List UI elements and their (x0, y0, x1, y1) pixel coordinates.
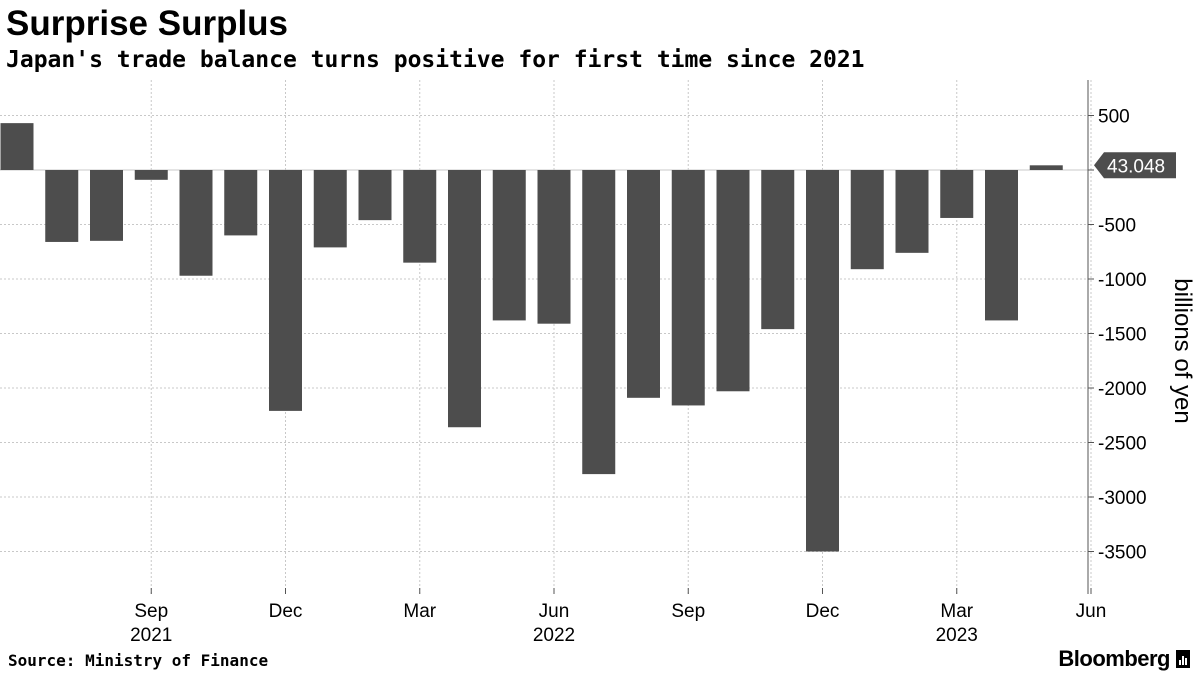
y-tick-label: 500 (1098, 107, 1130, 128)
bloomberg-logo: Bloomberg (1058, 646, 1190, 672)
bar-2023-02 (895, 170, 929, 253)
x-tick-label: Sep (671, 601, 705, 622)
bar-2023-04 (985, 170, 1018, 321)
y-tick-label: -2000 (1098, 379, 1147, 400)
bar-2023-01 (850, 170, 884, 270)
chart-subtitle: Japan's trade balance turns positive for… (6, 47, 865, 73)
last-value-label: 43.048 (1107, 156, 1165, 177)
bar-2023-05 (1029, 165, 1063, 170)
bar-2021-11 (224, 170, 258, 236)
x-year-label: 2021 (130, 625, 172, 646)
bars (0, 123, 1063, 552)
x-tick-label: Dec (269, 601, 303, 622)
gridlines (0, 80, 1092, 594)
bar-2022-05 (492, 170, 526, 321)
x-tick-label: Jun (1076, 601, 1107, 622)
y-tick-label: -3500 (1098, 543, 1147, 564)
bar-2023-03 (940, 170, 974, 218)
x-axis: Sep 2021 Dec Mar Jun 2022 Sep Dec Mar 2023 Jun (130, 588, 1106, 646)
brand-name: Bloomberg (1058, 646, 1170, 671)
bar-2021-09 (134, 170, 168, 180)
x-tick-label: Dec (806, 601, 840, 622)
y-tick-label: -2500 (1098, 434, 1147, 455)
bar-2021-08 (90, 170, 123, 241)
source-note: Source: Ministry of Finance (8, 651, 269, 670)
y-axis-label: billions of yen (1169, 278, 1196, 423)
y-tick-label: -3000 (1098, 488, 1147, 509)
y-axis: 500 -500 -1000 -1500 -2000 -2500 -3000 -3500 43.… (1087, 80, 1176, 594)
bar-2022-04 (448, 170, 481, 428)
bar-2022-11 (761, 170, 795, 330)
x-year-label: 2023 (936, 625, 978, 646)
x-year-label: 2022 (533, 625, 575, 646)
y-tick-label: -500 (1098, 216, 1136, 237)
chart-title: Surprise Surplus (6, 4, 289, 43)
x-tick-label: Mar (940, 601, 973, 622)
bar-2022-09 (671, 170, 705, 406)
bar-2021-10 (179, 170, 213, 276)
x-tick-label: Jun (539, 601, 570, 622)
bar-2022-02 (358, 170, 392, 221)
bar-2022-08 (627, 170, 660, 398)
bar-2022-12 (806, 170, 839, 552)
bar-2021-07 (45, 170, 79, 242)
x-tick-label: Sep (134, 601, 168, 622)
last-value-badge (1094, 152, 1176, 179)
y-tick-label: -1000 (1098, 270, 1147, 291)
bloomberg-chart-icon (1176, 650, 1190, 668)
bar-2022-07 (582, 170, 616, 475)
bar-2021-06 (0, 123, 34, 170)
bar-2022-03 (403, 170, 437, 263)
bar-2022-01 (313, 170, 347, 248)
y-tick-label: -1500 (1098, 325, 1147, 346)
x-tick-label: Mar (403, 601, 436, 622)
bar-2022-10 (716, 170, 750, 392)
bar-2022-06 (537, 170, 571, 324)
bar-2021-12 (269, 170, 302, 411)
